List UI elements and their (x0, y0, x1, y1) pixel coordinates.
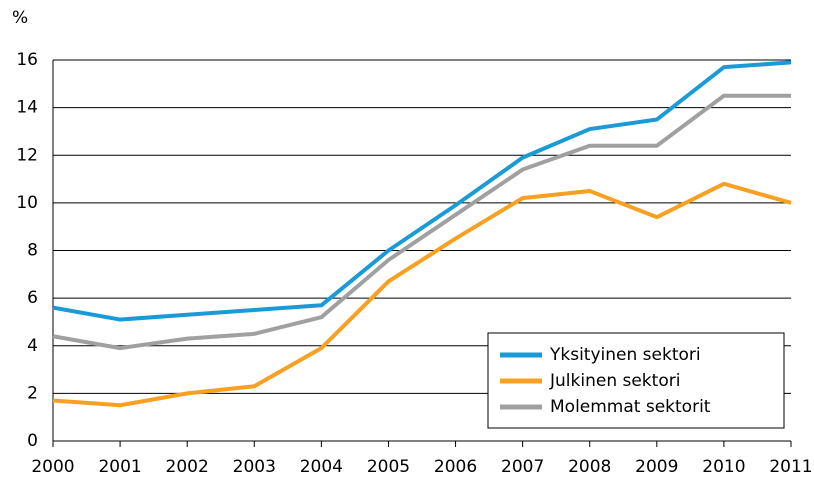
y-tick-label: 10 (16, 193, 38, 213)
x-tick-label: 2008 (568, 457, 611, 477)
line-series (52, 181, 792, 408)
y-tick-label: 4 (27, 336, 38, 356)
x-tick-label: 2000 (31, 457, 74, 477)
x-tick-label: 2006 (434, 457, 477, 477)
y-tick-label: 14 (16, 98, 38, 118)
legend-label: Yksityinen sektori (549, 345, 701, 365)
x-tick-label: 2007 (501, 457, 544, 477)
x-tick-label: 2009 (635, 457, 678, 477)
x-tick-label: 2011 (769, 457, 812, 477)
x-tick-label: 2002 (166, 457, 209, 477)
x-tick-label: 2003 (233, 457, 276, 477)
y-axis-label: % (12, 8, 28, 28)
line-series (52, 60, 792, 322)
x-tick-label: 2004 (300, 457, 343, 477)
y-tick-label: 12 (16, 145, 38, 165)
y-tick-label: 6 (27, 288, 38, 308)
y-tick-label: 16 (16, 50, 38, 70)
legend-label: Julkinen sektori (549, 371, 680, 391)
x-tick-label: 2010 (702, 457, 745, 477)
x-tick-label: 2005 (367, 457, 410, 477)
x-tick-label: 2001 (98, 457, 141, 477)
legend-label: Molemmat sektorit (550, 397, 711, 417)
y-tick-label: 0 (27, 431, 38, 451)
y-tick-label: 8 (27, 241, 38, 261)
line-series (52, 93, 791, 351)
y-tick-label: 2 (27, 383, 38, 403)
